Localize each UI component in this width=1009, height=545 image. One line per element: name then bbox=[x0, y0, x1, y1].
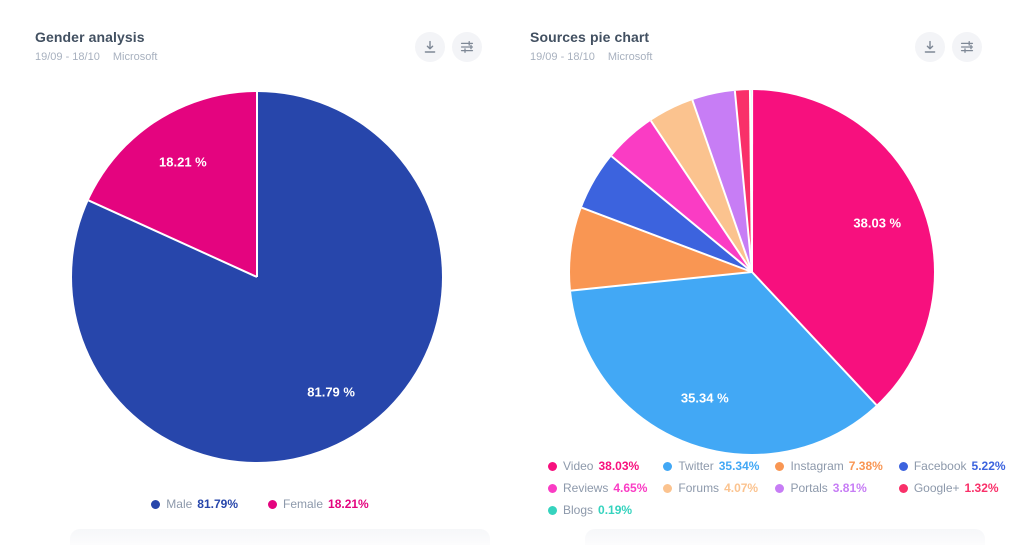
legend-label: Male bbox=[166, 497, 193, 511]
legend-item[interactable]: Male 81.79% bbox=[151, 497, 238, 511]
chart-settings-button[interactable] bbox=[452, 32, 482, 62]
legend-value: 81.79% bbox=[197, 497, 238, 511]
legend-dot-icon bbox=[898, 461, 908, 471]
legend-dot-icon bbox=[548, 461, 557, 471]
slice-separator bbox=[88, 199, 258, 278]
legend-dot-icon bbox=[898, 483, 908, 493]
legend-value: 4.65% bbox=[613, 481, 648, 495]
legend-value: 18.21% bbox=[328, 497, 369, 511]
legend-dot-icon bbox=[151, 499, 161, 509]
legend-dot-icon bbox=[548, 483, 557, 493]
slice-label: 18.21 % bbox=[159, 154, 207, 170]
filter-sliders-icon bbox=[960, 40, 974, 54]
slice-separator bbox=[256, 92, 258, 277]
legend-item[interactable]: Forums 4.07% bbox=[663, 481, 759, 495]
legend-value: 38.03% bbox=[598, 459, 640, 473]
download-icon bbox=[923, 40, 937, 54]
legend-value: 35.34% bbox=[718, 459, 760, 473]
legend-label: Blogs bbox=[563, 503, 594, 517]
card-subtitle: 19/09 - 18/10 Microsoft bbox=[530, 51, 652, 63]
download-icon bbox=[423, 40, 437, 54]
gender-pie-chart[interactable]: 81.79 % 18.21 % bbox=[72, 92, 442, 462]
legend-dot-icon bbox=[775, 461, 785, 471]
legend-item[interactable]: Video 38.03% bbox=[548, 459, 647, 473]
legend-label: Forums bbox=[678, 481, 720, 495]
legend-label: Instagram bbox=[790, 459, 844, 473]
date-range: 19/09 - 18/10 bbox=[530, 51, 595, 63]
legend-item[interactable]: Female 18.21% bbox=[268, 497, 369, 511]
slice-label: 81.79 % bbox=[307, 384, 355, 400]
card-actions bbox=[415, 32, 482, 62]
legend-label: Twitter bbox=[678, 459, 714, 473]
slice-separator bbox=[650, 120, 753, 273]
legend-item[interactable]: Google+ 1.32% bbox=[898, 481, 1006, 495]
slice-separator bbox=[751, 271, 878, 406]
legend-label: Google+ bbox=[913, 481, 960, 495]
download-button[interactable] bbox=[415, 32, 445, 62]
slice-label: 38.03 % bbox=[853, 215, 902, 231]
next-card-edge bbox=[585, 529, 985, 545]
legend-value: 5.22% bbox=[971, 459, 1006, 473]
legend-label: Video bbox=[563, 459, 594, 473]
card-actions bbox=[915, 32, 982, 62]
card-subtitle: 19/09 - 18/10 Microsoft bbox=[35, 51, 157, 63]
legend-item[interactable]: Reviews 4.65% bbox=[548, 481, 647, 495]
legend-dot-icon bbox=[268, 499, 277, 509]
legend-value: 7.38% bbox=[848, 459, 883, 473]
legend-dot-icon bbox=[663, 461, 673, 471]
sources-legend: Video 38.03% Twitter 35.34% Instagram 7.38% Fa… bbox=[548, 459, 1006, 517]
legend-item[interactable]: Twitter 35.34% bbox=[663, 459, 759, 473]
filter-keyword: Microsoft bbox=[112, 51, 158, 63]
legend-dot-icon bbox=[548, 505, 557, 515]
legend-value: 0.19% bbox=[598, 503, 633, 517]
legend-dot-icon bbox=[775, 483, 785, 493]
date-range: 19/09 - 18/10 bbox=[35, 51, 100, 63]
legend-label: Female bbox=[283, 497, 324, 511]
legend-item[interactable]: Blogs 0.19% bbox=[548, 503, 647, 517]
page-title: Gender analysis bbox=[35, 29, 145, 45]
next-card-edge bbox=[70, 529, 490, 545]
slice-label: 35.34 % bbox=[680, 390, 729, 406]
slice-separator bbox=[581, 206, 753, 273]
legend-value: 3.81% bbox=[832, 481, 867, 495]
slice-separator bbox=[570, 271, 753, 292]
legend-item[interactable]: Facebook 5.22% bbox=[898, 459, 1006, 473]
sources-pie-chart[interactable]: 38.03 % 35.34 % bbox=[570, 89, 934, 454]
gender-legend: Male 81.79% Female 18.21% bbox=[20, 497, 500, 511]
slice-separator bbox=[751, 89, 754, 273]
legend-label: Facebook bbox=[913, 459, 967, 473]
legend-item[interactable]: Portals 3.81% bbox=[775, 481, 882, 495]
chart-settings-button[interactable] bbox=[952, 32, 982, 62]
card-title: Sources pie chart bbox=[530, 29, 650, 45]
download-button[interactable] bbox=[915, 32, 945, 62]
legend-label: Reviews bbox=[563, 481, 609, 495]
legend-label: Portals bbox=[790, 481, 828, 495]
legend-value: 1.32% bbox=[964, 481, 999, 495]
legend-dot-icon bbox=[663, 483, 673, 493]
legend-item[interactable]: Instagram 7.38% bbox=[775, 459, 883, 473]
legend-value: 4.07% bbox=[724, 481, 759, 495]
filter-keyword: Microsoft bbox=[607, 51, 653, 63]
filter-sliders-icon bbox=[460, 40, 474, 54]
